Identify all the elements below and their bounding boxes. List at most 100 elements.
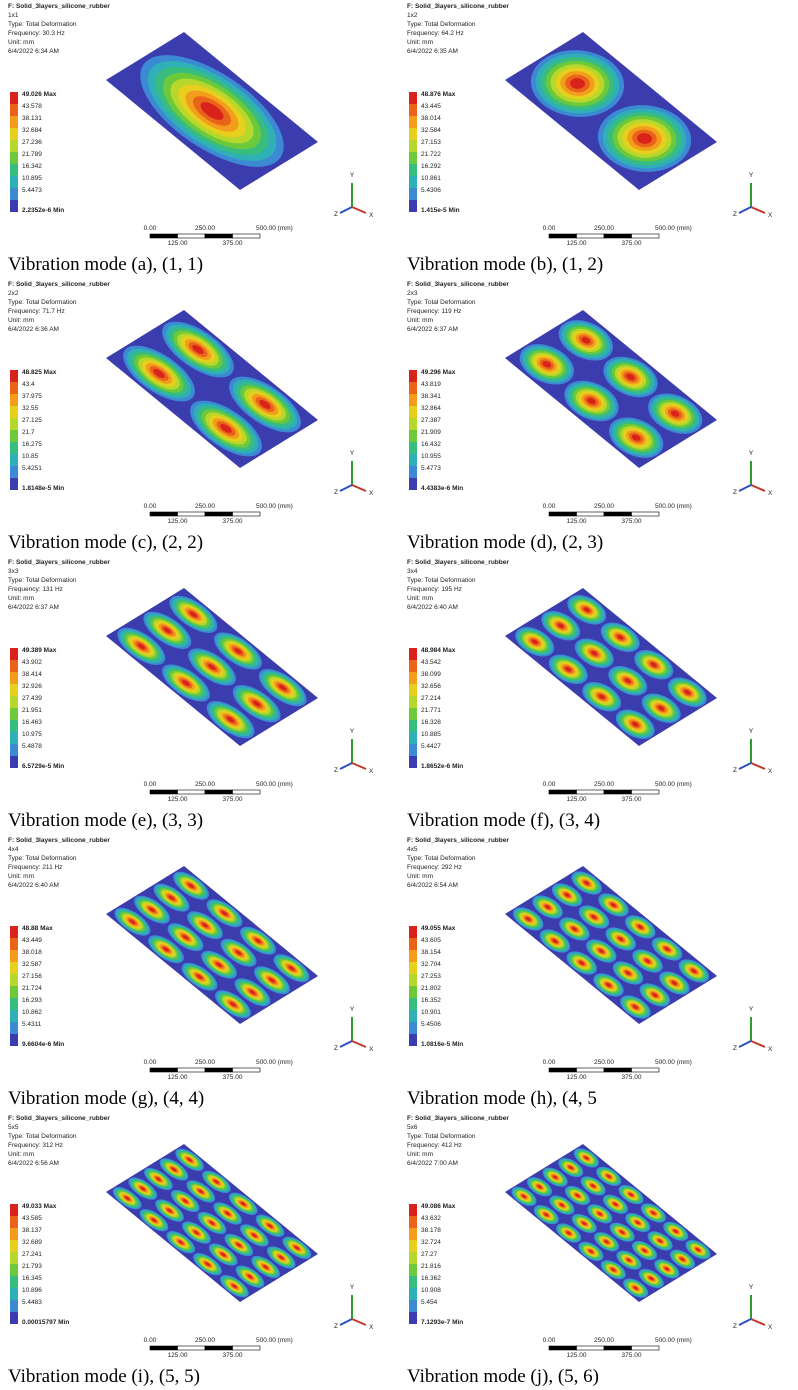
legend-swatch (409, 176, 417, 188)
scale-label: 375.00 (622, 240, 642, 247)
scale-label: 0.00 (144, 1059, 157, 1066)
frequency: Frequency: 71.7 Hz (8, 308, 65, 315)
legend-swatch (409, 394, 417, 406)
frequency: Frequency: 64.2 Hz (407, 30, 464, 37)
legend-swatch (10, 430, 18, 442)
scale-segment (178, 512, 206, 516)
frequency: Frequency: 131 Hz (8, 586, 63, 593)
legend-swatch (10, 986, 18, 998)
legend-swatch (10, 478, 18, 490)
result-title: F: Solid_3layers_silicone_rubber (8, 3, 110, 10)
legend-value: 1.415e-5 Min (421, 207, 460, 214)
legend-swatch (10, 454, 18, 466)
legend-value: 32.689 (22, 1239, 42, 1246)
plate-surface (106, 310, 318, 468)
scale-segment (205, 512, 233, 516)
legend-value: 16.352 (421, 997, 441, 1004)
triad-label: Y (350, 450, 355, 457)
triad-label: X (768, 212, 773, 219)
legend-value: 5.4773 (421, 465, 441, 472)
scale-segment (233, 512, 261, 516)
result-title: F: Solid_3layers_silicone_rubber (8, 1115, 110, 1122)
result-title: F: Solid_3layers_silicone_rubber (8, 837, 110, 844)
legend-value: 16.432 (421, 441, 441, 448)
legend-value: 5.454 (421, 1299, 438, 1306)
panel: F: Solid_3layers_silicone_rubber4x5Type:… (407, 837, 773, 1109)
plate (505, 32, 717, 190)
scale-label: 375.00 (223, 796, 243, 803)
legend-value: 38.137 (22, 1227, 42, 1234)
scale-label: 125.00 (567, 518, 587, 525)
result-title: F: Solid_3layers_silicone_rubber (407, 559, 509, 566)
scale-label: 500.00 (mm) (655, 1059, 692, 1066)
legend-swatch (409, 1216, 417, 1228)
legend-swatch (409, 672, 417, 684)
legend-value: 21.7 (22, 429, 35, 436)
legend-value: 21.724 (22, 985, 42, 992)
legend-swatch (409, 1010, 417, 1022)
legend-swatch (10, 950, 18, 962)
legend-swatch (409, 382, 417, 394)
legend-swatch (10, 188, 18, 200)
triad-label: X (369, 212, 374, 219)
legend-value: 16.293 (22, 997, 42, 1004)
legend-swatch (10, 1264, 18, 1276)
caption: Vibration mode (f), (3, 4) (407, 810, 600, 831)
legend-value: 32.926 (22, 683, 42, 690)
scale-label: 250.00 (594, 225, 614, 232)
legend-swatch (10, 442, 18, 454)
scale-segment (632, 1068, 660, 1072)
legend-swatch (10, 648, 18, 660)
unit: Unit: mm (407, 595, 433, 602)
triad-label: X (768, 490, 773, 497)
legend-swatch (409, 200, 417, 212)
unit: Unit: mm (407, 873, 433, 880)
triad-axis (340, 485, 352, 491)
legend-value: 21.771 (421, 707, 441, 714)
legend-swatch (10, 92, 18, 104)
legend-value: 10.975 (22, 731, 42, 738)
scale-label: 0.00 (543, 1059, 556, 1066)
triad-label: X (369, 1046, 374, 1053)
legend-swatch (409, 732, 417, 744)
scale-segment (205, 1068, 233, 1072)
caption: Vibration mode (j), (5, 6) (407, 1366, 599, 1387)
triad-label: Y (749, 728, 754, 735)
legend-value: 49.389 Max (22, 647, 57, 654)
legend-value: 43.902 (22, 659, 42, 666)
triad-label: Z (733, 489, 737, 496)
legend-value: 32.587 (22, 961, 42, 968)
result-title: F: Solid_3layers_silicone_rubber (8, 559, 110, 566)
legend-value: 38.341 (421, 393, 441, 400)
date: 6/4/2022 6:56 AM (8, 1160, 59, 1167)
legend-value: 49.033 Max (22, 1203, 57, 1210)
mode-label: 2x3 (407, 290, 418, 297)
legend-value: 9.6604e-6 Min (22, 1041, 64, 1048)
figure: F: Solid_3layers_silicone_rubber1x1Type:… (0, 0, 798, 1390)
legend-swatch (10, 128, 18, 140)
legend-swatch (10, 720, 18, 732)
triad-axis (340, 1041, 352, 1047)
legend-swatch (10, 1010, 18, 1022)
scale-label: 375.00 (622, 796, 642, 803)
legend-value: 10.885 (421, 731, 441, 738)
legend-swatch (10, 926, 18, 938)
triad-label: Z (334, 1045, 338, 1052)
legend-value: 38.131 (22, 115, 42, 122)
legend-value: 32.55 (22, 405, 39, 412)
legend-value: 21.793 (22, 1263, 42, 1270)
scale-label: 500.00 (mm) (256, 1337, 293, 1344)
scale-label: 125.00 (567, 796, 587, 803)
scale-segment (632, 512, 660, 516)
date: 6/4/2022 6:37 AM (8, 604, 59, 611)
plate (505, 866, 717, 1024)
scale-label: 250.00 (195, 1059, 215, 1066)
legend-value: 27.214 (421, 695, 441, 702)
legend-swatch (409, 1034, 417, 1046)
triad-axis (751, 207, 765, 213)
plate (505, 310, 717, 468)
legend-swatch (10, 756, 18, 768)
legend-swatch (409, 418, 417, 430)
triad-axis (340, 763, 352, 769)
result-type: Type: Total Deformation (8, 577, 77, 584)
